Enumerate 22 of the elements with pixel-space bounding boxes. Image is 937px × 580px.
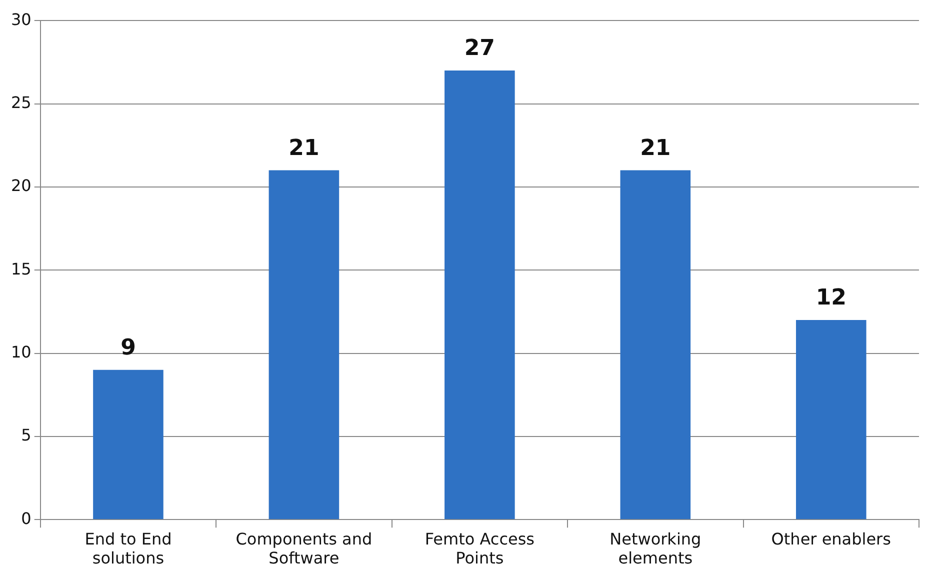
x-tick-label: Networking elements bbox=[610, 529, 702, 568]
y-tick-label: 30 bbox=[11, 10, 32, 29]
x-tick-label: Components and Software bbox=[236, 529, 372, 568]
x-tick-label: Femto Access Points bbox=[424, 529, 535, 568]
x-tick-label: End to End solutions bbox=[84, 529, 172, 568]
y-tick-label: 10 bbox=[11, 342, 32, 362]
x-tick-label: Other enablers bbox=[771, 529, 891, 548]
bar bbox=[444, 70, 515, 520]
data-label: 12 bbox=[816, 286, 846, 311]
bar bbox=[620, 170, 691, 520]
y-tick-label: 15 bbox=[11, 259, 32, 278]
data-label: 27 bbox=[464, 36, 495, 62]
y-tick-label: 20 bbox=[11, 176, 32, 196]
y-tick-label: 0 bbox=[21, 508, 32, 528]
data-label: 9 bbox=[120, 336, 136, 361]
y-tick-label: 5 bbox=[21, 426, 32, 445]
data-label: 21 bbox=[640, 136, 671, 162]
y-tick-label: 25 bbox=[11, 92, 32, 112]
bar bbox=[93, 370, 164, 520]
data-label: 21 bbox=[288, 136, 320, 162]
bar bbox=[796, 320, 866, 520]
bar bbox=[268, 170, 340, 520]
